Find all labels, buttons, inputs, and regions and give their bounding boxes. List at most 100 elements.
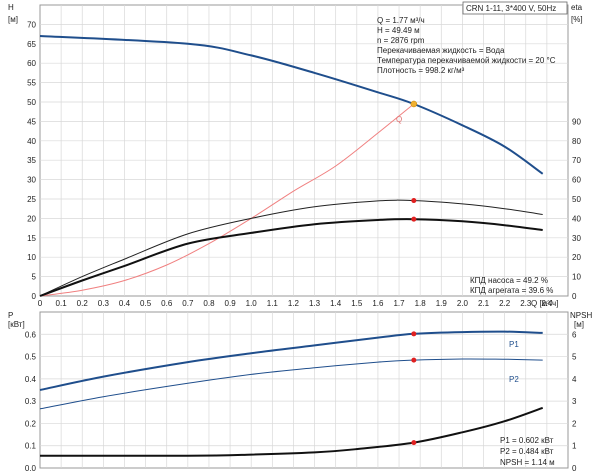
right-tick-label: 10 [572, 273, 581, 282]
npsh-axis-unit: [м] [574, 320, 584, 329]
p1-value: P1 = 0.602 кВт [500, 436, 554, 445]
power-axis-label: P [8, 311, 13, 320]
curve-series-1 [39, 103, 415, 297]
duty-point-p1 [411, 331, 417, 337]
bottom-grid [40, 312, 568, 468]
left-tick-label: 50 [27, 98, 36, 107]
left-tick-label: 10 [27, 253, 36, 262]
power-axis-unit: [кВт] [8, 320, 25, 329]
duty-point-eta-unit [411, 216, 417, 222]
left-tick-label: 35 [27, 156, 36, 165]
left-tick-label: 0.0 [25, 464, 37, 473]
x-tick-label: 1.9 [436, 299, 448, 308]
info-line-1: Q = 1.77 м³/ч [377, 16, 425, 25]
x-tick-label: 1.5 [351, 299, 363, 308]
x-tick-label: 1.2 [288, 299, 300, 308]
x-axis-label: Q [м³/ч] [531, 299, 558, 308]
info-line-2: H = 49.49 м [377, 26, 420, 35]
bottom-tick-labels: 0.0 0.1 0.2 0.3 0.4 0.5 0.6 0 1 2 3 4 5 6 [25, 330, 577, 473]
x-tick-label: 0.5 [140, 299, 152, 308]
right-tick-label: 2 [572, 419, 577, 428]
right-tick-label: 90 [572, 117, 581, 126]
left-tick-label: 15 [27, 234, 36, 243]
bottom-curves [39, 330, 544, 457]
p1-series-label: P1 [509, 340, 519, 349]
right-tick-label: 20 [572, 253, 581, 262]
right-tick-label: 3 [572, 397, 577, 406]
left-tick-label: 0.3 [25, 397, 37, 406]
left-tick-label: 70 [27, 20, 36, 29]
pump-efficiency: КПД насоса = 49.2 % [470, 276, 548, 285]
right-tick-label: 1 [572, 442, 577, 451]
right-tick-label: 0 [572, 464, 577, 473]
right-tick-label: 4 [572, 375, 577, 384]
x-tick-label: 0.1 [56, 299, 68, 308]
curve-p1 [39, 330, 543, 391]
duty-point-eta-pump [411, 198, 417, 204]
x-tick-label: 1.3 [309, 299, 321, 308]
x-tick-label: 1.1 [267, 299, 279, 308]
x-tick-label: 2.3 [520, 299, 532, 308]
x-tick-label: 0.4 [119, 299, 131, 308]
model-box [462, 1, 568, 15]
info-line-6: Плотность = 998.2 кг/м³ [377, 66, 465, 75]
x-tick-label: 2.2 [499, 299, 511, 308]
curve-npsh [39, 406, 544, 457]
curve-series-0 [39, 35, 544, 175]
right-tick-label: 30 [572, 234, 581, 243]
right-tick-label: 50 [572, 195, 581, 204]
eta-axis-unit: [%] [571, 15, 583, 24]
x-tick-label: 0.6 [161, 299, 173, 308]
curve-p2 [39, 358, 543, 410]
left-tick-label: 40 [27, 137, 36, 146]
x-tick-label: 0.2 [77, 299, 89, 308]
duty-point-head [410, 100, 418, 108]
x-tick-label: 0 [38, 299, 43, 308]
left-tick-label: 65 [27, 40, 36, 49]
eta-axis-label: eta [571, 3, 583, 12]
p2-value: P2 = 0.484 кВт [500, 447, 554, 456]
x-tick-label: 2.1 [478, 299, 490, 308]
right-tick-label: 0 [572, 292, 577, 301]
right-tick-label: 5 [572, 353, 577, 362]
npsh-value: NPSH = 1.14 м [500, 458, 555, 467]
right-tick-label: 40 [572, 214, 581, 223]
right-tick-label: 60 [572, 176, 581, 185]
x-tick-label: 2.0 [457, 299, 469, 308]
right-tick-label: 80 [572, 137, 581, 146]
head-axis-label: H [8, 3, 14, 12]
head-efficiency-plot: 0 0.1 0.2 0.3 0.4 0.5 0.6 0.7 0.8 0.9 1.0 1.1 1.2 1.3… [8, 1, 583, 308]
duty-point-label: Q [396, 115, 402, 124]
info-line-4: Перекачиваемая жидкость = Вода [377, 46, 505, 55]
unit-efficiency: КПД агрегата = 39.6 % [470, 286, 553, 295]
x-tick-label: 0.3 [98, 299, 110, 308]
x-tick-label: 1.0 [246, 299, 258, 308]
right-tick-label: 70 [572, 156, 581, 165]
top-grid [40, 5, 568, 296]
x-tick-label: 1.6 [372, 299, 384, 308]
x-tick-label: 0.9 [225, 299, 237, 308]
left-tick-label: 55 [27, 79, 36, 88]
curve-series-3 [39, 218, 543, 297]
left-tick-label: 45 [27, 117, 36, 126]
top-tick-labels: 0 0.1 0.2 0.3 0.4 0.5 0.6 0.7 0.8 0.9 1.0 1.1 1.2 1.3… [27, 20, 581, 308]
x-tick-label: 1.8 [415, 299, 427, 308]
right-tick-label: 6 [572, 330, 577, 339]
top-curves [39, 35, 544, 297]
x-tick-label: 0.8 [203, 299, 215, 308]
pump-model: CRN 1-11, 3*400 V, 50Hz [466, 4, 556, 13]
left-tick-label: 0.2 [25, 419, 37, 428]
info-line-3: n = 2876 rpm [377, 36, 425, 45]
left-tick-label: 5 [32, 273, 37, 282]
x-tick-label: 2.4 [541, 299, 553, 308]
left-tick-label: 20 [27, 214, 36, 223]
left-tick-label: 60 [27, 59, 36, 68]
head-axis-unit: [м] [8, 15, 18, 24]
x-tick-label: 1.4 [330, 299, 342, 308]
left-tick-label: 30 [27, 176, 36, 185]
left-tick-label: 0.1 [25, 442, 37, 451]
duty-point-npsh [411, 440, 417, 446]
left-tick-label: 25 [27, 195, 36, 204]
p2-series-label: P2 [509, 375, 519, 384]
